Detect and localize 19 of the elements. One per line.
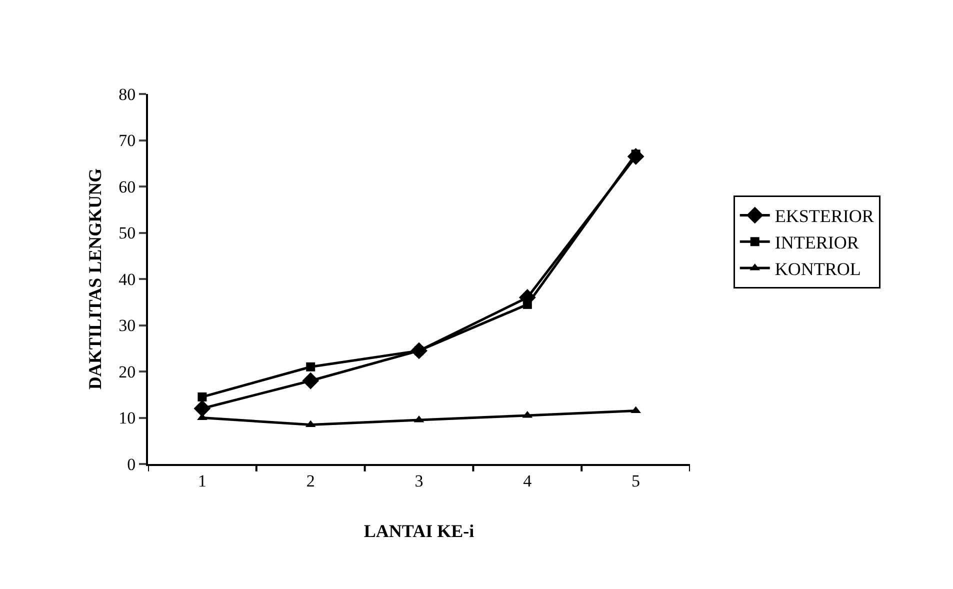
x-axis-title: LANTAI KE-i xyxy=(364,521,474,541)
y-tick-label: 60 xyxy=(118,177,136,196)
legend-label: INTERIOR xyxy=(774,232,859,253)
legend-label: KONTROL xyxy=(774,259,861,280)
y-axis-title: DAKTILITAS LENGKUNG xyxy=(85,168,105,390)
y-tick-label: 70 xyxy=(118,131,136,150)
y-tick-label: 40 xyxy=(118,270,136,289)
x-tick-label: 1 xyxy=(198,471,206,490)
y-tick-label: 80 xyxy=(118,84,136,104)
x-tick-label: 3 xyxy=(414,471,424,490)
y-tick-label: 50 xyxy=(118,224,136,243)
y-tick-label: 10 xyxy=(118,408,136,428)
y-tick-label: 0 xyxy=(127,454,136,474)
y-tick-label: 20 xyxy=(118,362,136,382)
y-tick-label: 30 xyxy=(118,316,136,336)
x-tick-label: 4 xyxy=(523,471,532,490)
x-tick-label: 5 xyxy=(632,471,640,490)
x-tick-label: 2 xyxy=(306,471,315,490)
legend-label: EKSTERIOR xyxy=(774,206,874,226)
